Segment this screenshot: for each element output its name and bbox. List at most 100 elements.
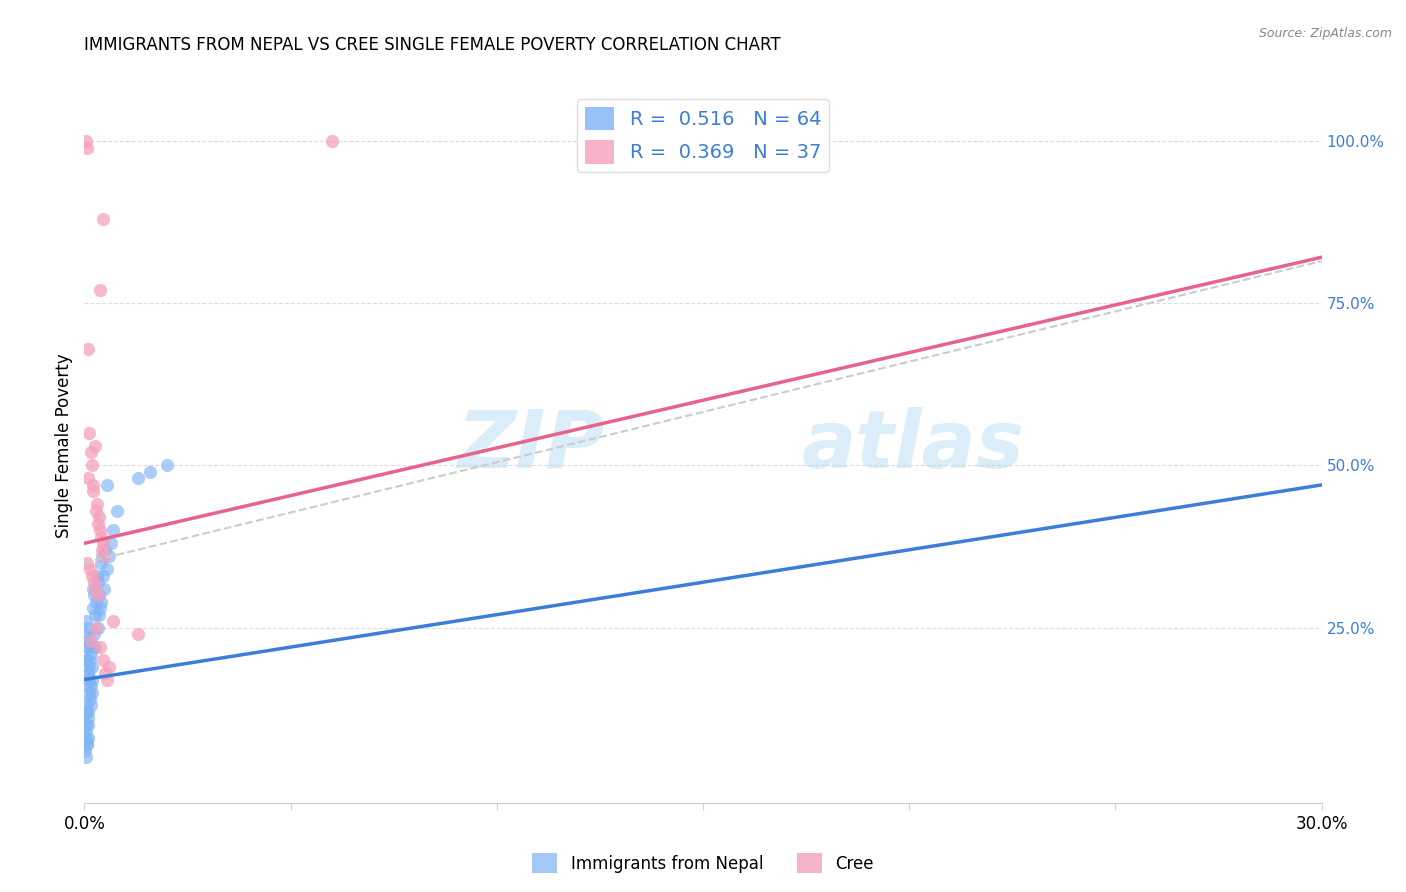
Point [79,653,101,667]
Point [91,568,114,582]
Point [75,640,97,654]
Point [77,685,100,699]
Point [79,425,101,440]
Point [93,549,115,564]
Point [79,647,101,661]
Point [75,724,97,739]
Point [75,705,97,719]
Point [127,627,149,641]
Point [89,601,111,615]
Point [105,504,128,518]
Point [87,588,110,602]
Point [75,731,97,745]
Point [87,621,110,635]
Point [91,211,114,226]
Point [93,582,115,596]
Point [84,504,107,518]
Point [100,536,122,550]
Point [77,731,100,745]
Point [156,458,179,473]
Point [77,705,100,719]
Point [84,595,107,609]
Point [98,549,121,564]
Point [83,439,105,453]
Point [76,711,98,725]
Point [77,640,100,654]
Text: ZIP: ZIP [457,407,605,485]
Point [98,659,121,673]
Point [82,484,104,499]
Point [75,134,97,148]
Point [76,653,98,667]
Point [139,465,162,479]
Point [321,134,343,148]
Point [76,718,98,732]
Point [79,562,101,576]
Point [77,621,100,635]
Point [94,542,117,557]
Point [80,633,103,648]
Point [83,588,105,602]
Point [90,556,112,570]
Point [91,653,114,667]
Point [75,614,97,628]
Point [96,478,118,492]
Point [89,524,111,538]
Point [89,283,111,297]
Text: atlas: atlas [801,407,1025,485]
Y-axis label: Single Female Poverty: Single Female Poverty [55,354,73,538]
Point [86,516,108,531]
Point [79,698,101,713]
Point [86,497,108,511]
Point [77,666,100,681]
Point [76,679,98,693]
Point [76,342,98,356]
Point [87,588,110,602]
Text: Source: ZipAtlas.com: Source: ZipAtlas.com [1258,27,1392,40]
Point [84,621,107,635]
Point [84,640,107,654]
Point [89,640,111,654]
Point [82,659,104,673]
Point [96,562,118,576]
Point [80,673,103,687]
Point [86,568,108,582]
Point [79,692,101,706]
Point [76,738,98,752]
Point [77,673,100,687]
Point [127,471,149,485]
Point [75,653,97,667]
Point [83,627,105,641]
Point [82,640,104,654]
Point [83,607,105,622]
Point [82,478,104,492]
Point [80,679,103,693]
Point [80,685,103,699]
Point [103,524,125,538]
Point [76,666,98,681]
Point [82,568,104,582]
Point [79,445,101,459]
Point [94,666,117,681]
Point [76,738,98,752]
Point [76,140,98,154]
Point [80,458,103,473]
Point [84,582,107,596]
Point [86,575,108,590]
Point [87,510,110,524]
Point [91,536,114,550]
Point [75,718,97,732]
Point [79,659,101,673]
Point [90,549,112,564]
Legend: Immigrants from Nepal, Cree: Immigrants from Nepal, Cree [526,847,880,880]
Point [76,556,98,570]
Point [75,627,97,641]
Point [96,673,118,687]
Point [89,607,111,622]
Point [90,530,112,544]
Point [75,744,97,758]
Point [90,595,112,609]
Point [90,542,112,557]
Point [82,582,104,596]
Point [77,471,100,485]
